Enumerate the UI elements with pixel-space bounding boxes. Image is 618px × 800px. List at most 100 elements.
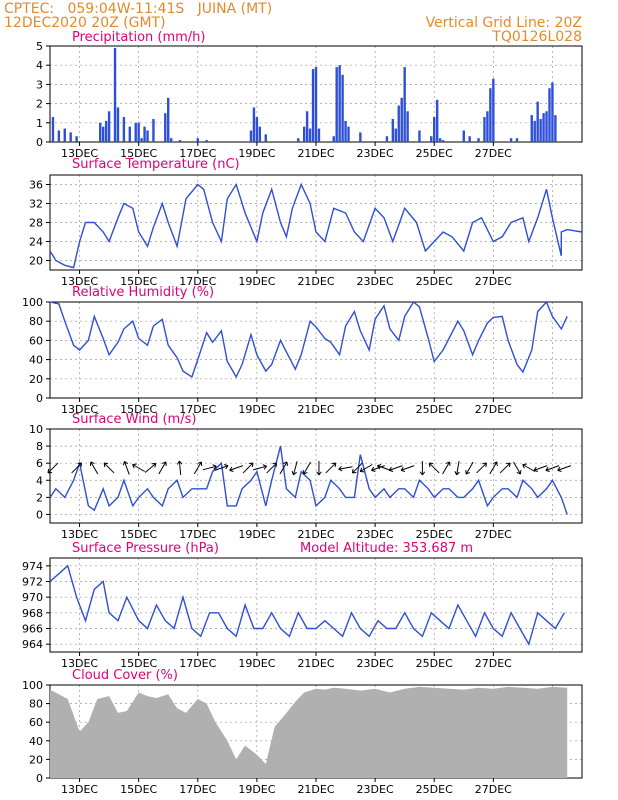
- wind-wind-arrowhead: [77, 462, 83, 468]
- precip-bar: [486, 111, 489, 142]
- temp-xtick-label: 13DEC: [61, 275, 98, 288]
- precip-bar: [554, 115, 557, 142]
- wind-wind-arrowhead: [482, 462, 487, 468]
- temp-ytick-label: 24: [29, 236, 43, 249]
- wind-wind-arrow: [202, 465, 217, 471]
- wind-wind-arrowhead: [522, 463, 527, 469]
- wind-wind-arrowhead: [224, 464, 229, 470]
- wind-wind-arrowhead: [302, 470, 308, 475]
- precip-bar: [433, 117, 436, 142]
- precip-bar: [317, 128, 321, 142]
- cloud-ytick-label: 60: [29, 716, 43, 729]
- temp-xtick-label: 25DEC: [416, 275, 453, 288]
- precip-xtick-label: 13DEC: [61, 147, 98, 160]
- precip-ytick-label: 1: [36, 117, 43, 130]
- precip-bar: [347, 126, 350, 142]
- cloud-xtick-label: 17DEC: [179, 783, 216, 796]
- precip-xtick-label: 19DEC: [238, 147, 275, 160]
- wind-wind-arrow: [293, 461, 298, 475]
- temp-xtick-label: 27DEC: [475, 275, 512, 288]
- precip-xtick-label: 25DEC: [416, 147, 453, 160]
- precip-bar: [51, 117, 55, 142]
- pressure-xtick-label: 27DEC: [475, 657, 512, 670]
- precip-bar: [542, 113, 545, 142]
- precip-bar: [406, 111, 409, 142]
- precip-bar: [335, 67, 338, 142]
- rh-ytick-label: 0: [36, 392, 43, 405]
- wind-wind-arrow: [178, 460, 182, 476]
- rh-series-line: [49, 300, 568, 379]
- cloud-ytick-label: 0: [36, 772, 43, 785]
- precip-bar: [116, 107, 120, 142]
- precip-bar: [143, 126, 146, 142]
- wind-wind-arrow: [103, 462, 115, 474]
- temp-title: Surface Temperature (nC): [72, 157, 240, 172]
- wind-wind-arrow: [377, 465, 391, 471]
- precip-bar: [264, 134, 267, 142]
- precip-bar: [178, 140, 182, 142]
- precip-bar: [533, 120, 536, 142]
- precip-bar: [297, 138, 300, 142]
- cloud-ytick-label: 40: [29, 735, 43, 748]
- cloud-xtick-label: 25DEC: [416, 783, 453, 796]
- wind-ytick-label: 10: [29, 423, 43, 436]
- wind-wind-arrow: [279, 461, 288, 475]
- wind-wind-arrow: [242, 462, 254, 474]
- wind-xtick-label: 13DEC: [61, 528, 98, 541]
- rh-ytick-label: 80: [29, 315, 43, 328]
- wind-wind-arrow: [557, 465, 572, 471]
- precip-bar: [548, 88, 551, 142]
- precip-bar: [551, 82, 554, 142]
- wind-wind-arrowhead: [132, 463, 137, 469]
- precip-bar: [75, 136, 78, 142]
- wind-wind-arrow: [352, 462, 363, 474]
- wind-ytick-label: 6: [36, 457, 43, 470]
- wind-wind-arrow: [456, 461, 460, 475]
- wind-wind-arrow: [400, 465, 415, 471]
- precip-bar: [418, 130, 421, 142]
- pressure-series-line: [49, 564, 565, 647]
- precip-ytick-label: 4: [36, 59, 43, 72]
- precip-bar: [128, 126, 131, 142]
- pressure-ytick-label: 968: [22, 607, 43, 620]
- header-location: CPTEC: 059:04W-11:41S JUINA (MT): [4, 1, 273, 17]
- precip-bar: [435, 99, 439, 142]
- rh-xtick-label: 13DEC: [61, 403, 98, 416]
- precip-bar: [137, 122, 140, 142]
- wind-wind-arrowhead: [229, 466, 234, 472]
- wind-wind-arrow: [442, 461, 450, 475]
- pressure-ytick-label: 972: [22, 576, 43, 589]
- wind-xtick-label: 25DEC: [416, 528, 453, 541]
- precip-bar: [167, 97, 170, 142]
- wind-wind-arrow: [303, 461, 312, 475]
- wind-wind-arrow: [144, 463, 157, 473]
- wind-title: Surface Wind (m/s): [72, 412, 196, 427]
- cloud-xtick-label: 21DEC: [297, 783, 334, 796]
- precip-bar: [341, 74, 344, 142]
- precip-bar: [545, 111, 548, 142]
- cloud-xtick-label: 27DEC: [475, 783, 512, 796]
- wind-wind-arrow: [359, 464, 373, 472]
- precip-bar: [509, 138, 513, 142]
- cloud-area: [50, 686, 568, 778]
- rh-title: Relative Humidity (%): [72, 285, 214, 300]
- pressure-ytick-label: 964: [22, 638, 43, 651]
- wind-wind-arrow: [193, 461, 202, 475]
- pressure-xtick-label: 19DEC: [238, 657, 275, 670]
- wind-xtick-label: 21DEC: [297, 528, 334, 541]
- temp-xtick-label: 21DEC: [297, 275, 334, 288]
- precip-bar: [196, 138, 199, 142]
- wind-wind-arrow: [47, 462, 59, 474]
- wind-xtick-label: 23DEC: [357, 528, 394, 541]
- precip-bar: [146, 130, 149, 142]
- precip-ytick-label: 0: [36, 136, 43, 149]
- precip-xtick-label: 23DEC: [357, 147, 394, 160]
- precip-bar: [530, 115, 533, 142]
- wind-wind-arrowhead: [161, 461, 167, 466]
- temp-ytick-label: 28: [29, 217, 43, 230]
- wind-wind-arrowhead: [151, 463, 157, 468]
- cloud-ytick-label: 20: [29, 753, 43, 766]
- wind-wind-arrowhead: [331, 462, 337, 468]
- pressure-ytick-label: 966: [22, 623, 43, 636]
- precip-bar: [359, 132, 362, 142]
